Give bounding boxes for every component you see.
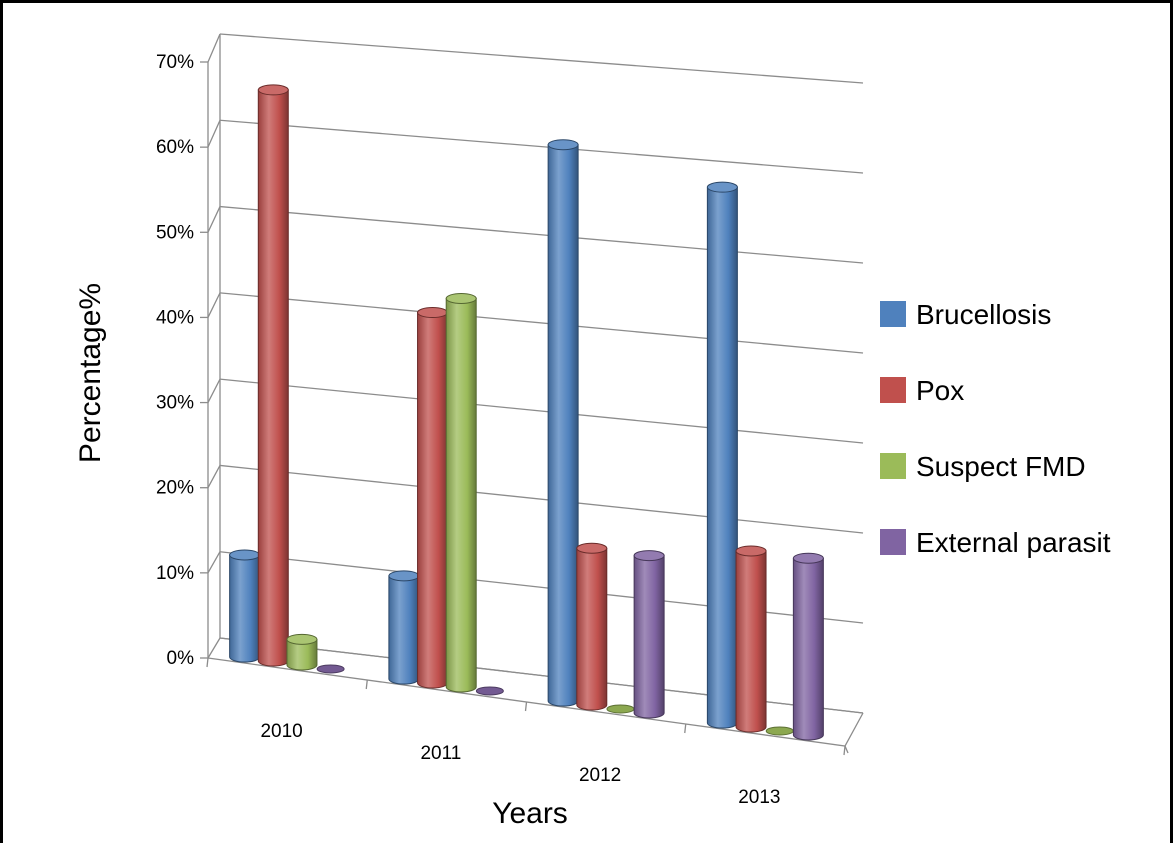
y-tick-label: 40% [156, 307, 194, 328]
bar-body [633, 555, 665, 719]
bar [445, 292, 477, 693]
bar [633, 550, 665, 719]
bar [792, 552, 824, 741]
bar-zero-cap [475, 686, 504, 696]
bar-body [576, 547, 608, 711]
legend-label: Suspect FMD [916, 451, 1086, 482]
bar-body [792, 557, 824, 741]
bar-top [633, 550, 665, 562]
side-gridline [207, 292, 221, 318]
bar-zero-cap [316, 664, 345, 674]
bar [765, 726, 794, 736]
bar [229, 549, 261, 663]
legend: Brucellosis Pox Suspect FMD External parasi… [880, 299, 1111, 558]
bar-body [445, 297, 477, 693]
bar-top [286, 633, 318, 645]
bar [475, 686, 504, 696]
y-tick-label: 10% [156, 563, 194, 584]
legend-label: Pox [916, 375, 964, 406]
bar [286, 633, 318, 671]
side-gridline [207, 551, 221, 574]
side-gridline [207, 33, 221, 63]
x-tick-mark [365, 679, 368, 690]
gridline [219, 292, 864, 354]
gridline [219, 464, 864, 534]
bar-top [792, 552, 824, 564]
bar-body [735, 550, 767, 733]
y-tick-label: 0% [167, 648, 195, 669]
x-tick-mark [524, 701, 528, 712]
y-tick-label: 60% [156, 137, 194, 158]
bar-body [257, 89, 289, 667]
x-tick-label: 2011 [420, 743, 461, 764]
gridline [219, 33, 864, 84]
bar [316, 664, 345, 674]
x-tick-mark [206, 657, 209, 668]
x-tick-mark [684, 723, 687, 734]
side-gridline [207, 637, 221, 659]
y-tick-label: 50% [156, 222, 194, 243]
bar-top [388, 570, 420, 582]
bar-top [257, 84, 289, 96]
bar-zero-cap [606, 704, 635, 714]
y-tick-label: 70% [156, 52, 194, 73]
bar-body [388, 575, 420, 685]
side-gridline [207, 465, 221, 489]
y-axis-label: Percentage% [74, 283, 107, 463]
legend-label: External parasit [916, 527, 1111, 558]
legend-swatch [880, 453, 906, 479]
bar-top [735, 545, 767, 557]
x-tick-label: 2010 [260, 721, 302, 742]
legend-swatch [880, 529, 906, 555]
legend-label: Brucellosis [916, 299, 1051, 330]
side-gridline [207, 206, 221, 233]
bar [417, 307, 449, 689]
bar [388, 570, 420, 685]
bar-zero-cap [765, 726, 794, 736]
x-tick-label: 2012 [579, 765, 621, 786]
bar-chart-3d: 0% 10% 20% 30% 40% 50% 60% 70% 2010 2011 2012 2013… [74, 33, 1111, 830]
bar [257, 84, 289, 667]
side-gridline [207, 120, 221, 148]
bar-body [417, 312, 449, 689]
legend-swatch [880, 301, 906, 327]
bar-top [445, 292, 477, 304]
bar-top [576, 542, 608, 554]
side-gridline [207, 378, 221, 403]
x-tick-mark [843, 745, 846, 756]
bar [735, 545, 767, 733]
bar [576, 542, 608, 711]
bar-body [547, 144, 579, 707]
bar [547, 139, 579, 707]
x-axis-label: Years [492, 797, 568, 830]
x-tick-label: 2013 [738, 787, 780, 808]
bar-top [706, 181, 738, 193]
bar-top [547, 139, 579, 151]
y-tick-label: 30% [156, 393, 194, 414]
gridline [219, 551, 864, 624]
gridline [219, 378, 864, 444]
bar [706, 181, 738, 729]
bar-body [286, 638, 318, 671]
y-tick-label: 20% [156, 478, 194, 499]
bar-body [706, 186, 738, 729]
gridline [219, 205, 864, 264]
gridline [219, 119, 864, 174]
legend-swatch [880, 377, 906, 403]
bar [606, 704, 635, 714]
bar-body [229, 554, 261, 663]
bar-top [229, 549, 261, 561]
bar-top [417, 307, 449, 319]
